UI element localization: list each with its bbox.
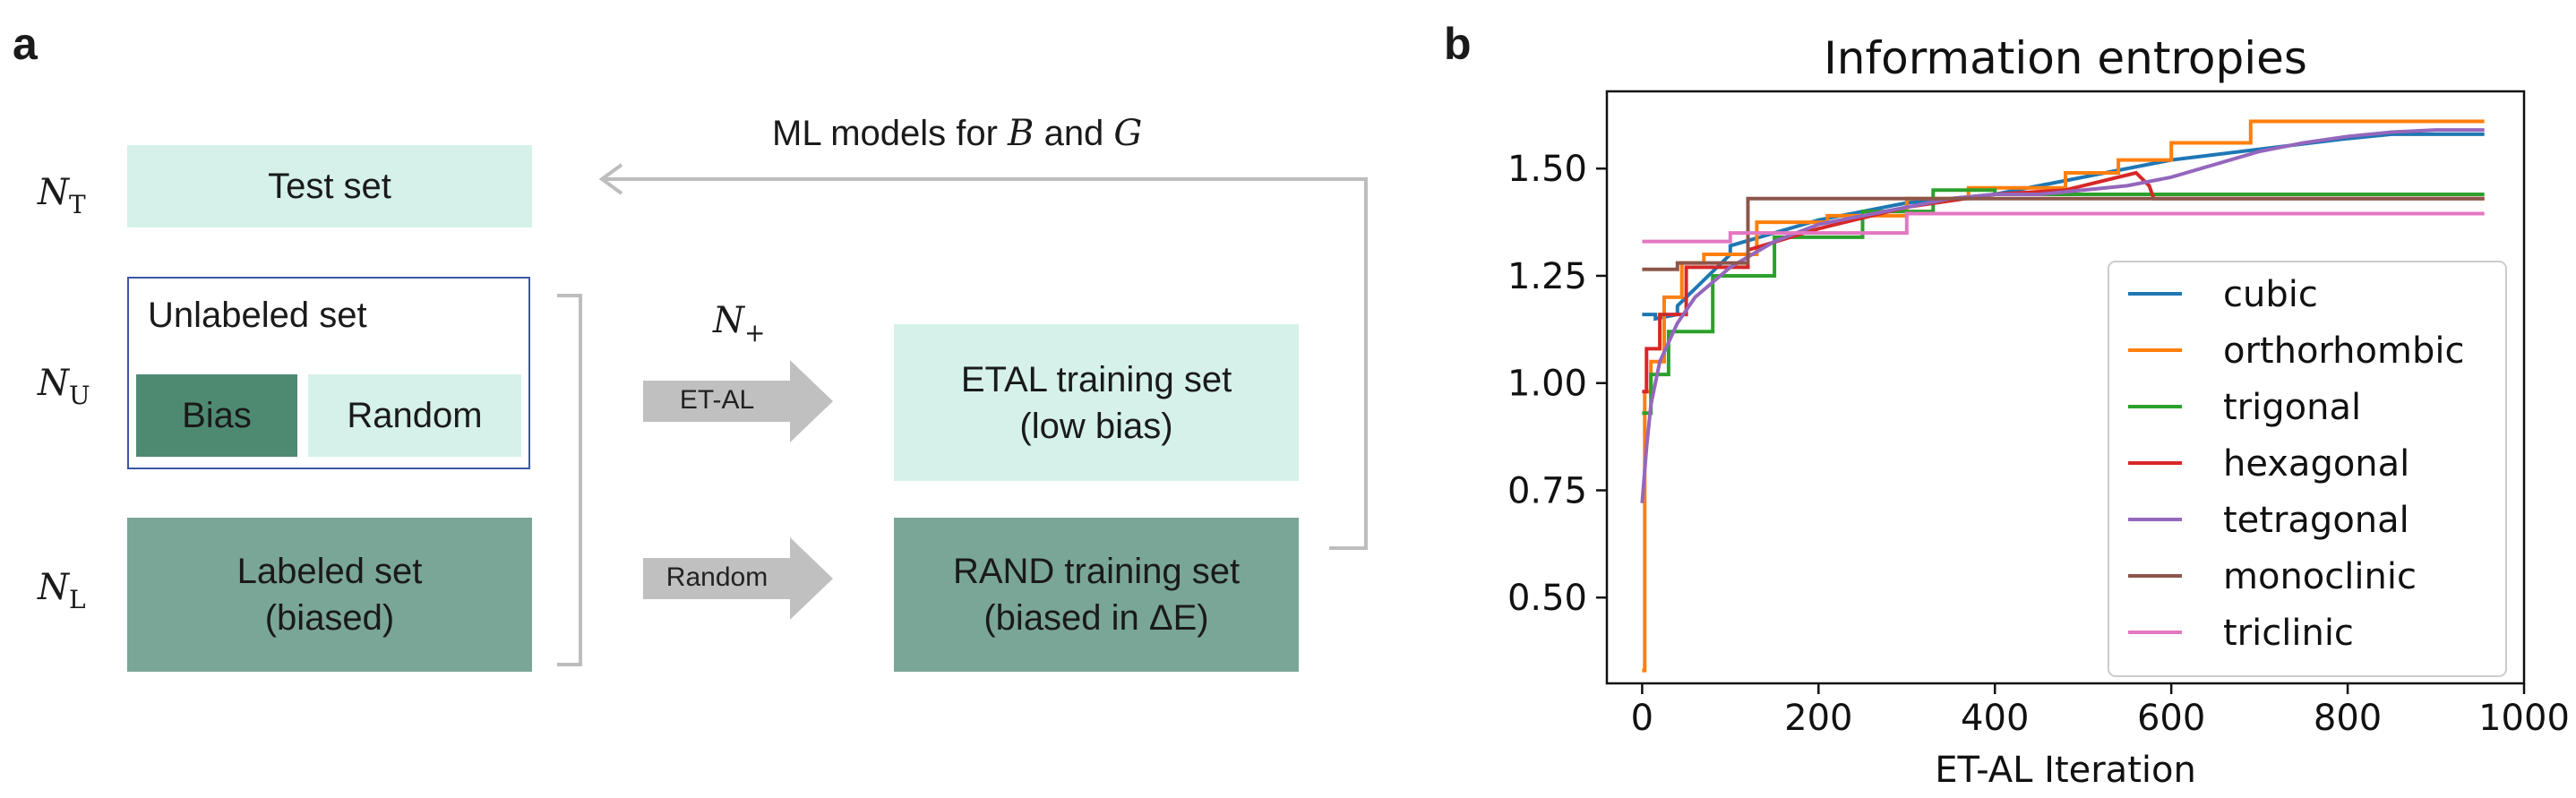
etal-training-set-box: ETAL training set (low bias) bbox=[894, 324, 1299, 481]
n-plus-label: N+ bbox=[713, 300, 765, 348]
n-t-subscript: T bbox=[69, 190, 86, 219]
y-tick-label: 1.25 bbox=[1507, 256, 1587, 297]
y-tick-label: 0.50 bbox=[1507, 578, 1587, 619]
x-tick-label: 400 bbox=[1961, 698, 2029, 739]
labeled-set-line2: (biased) bbox=[264, 598, 395, 638]
random-label: Random bbox=[347, 396, 483, 435]
n-plus-symbol: N bbox=[713, 300, 744, 341]
series-line-orthorhombic bbox=[1642, 119, 2485, 673]
x-tick-label: 1000 bbox=[2478, 698, 2570, 739]
legend-label-trigonal: trigonal bbox=[2223, 387, 2361, 428]
legend-label-monoclinic: monoclinic bbox=[2223, 556, 2417, 597]
n-l-subscript: L bbox=[69, 585, 86, 614]
y-tick-label: 1.00 bbox=[1507, 364, 1587, 405]
legend-box bbox=[2108, 261, 2507, 677]
rand-training-line2: (biased in ΔE) bbox=[983, 598, 1209, 638]
n-t-symbol: N bbox=[38, 172, 69, 213]
x-tick-label: 200 bbox=[1784, 698, 1852, 739]
unlabeled-set-label: Unlabeled set bbox=[148, 296, 367, 335]
labeled-set-line1: Labeled set bbox=[236, 552, 423, 591]
random-box: Random bbox=[308, 374, 521, 457]
n-u-label: NU bbox=[38, 363, 90, 410]
etal-training-line2: (low bias) bbox=[1019, 406, 1173, 446]
ml-models-label: ML models for B and G bbox=[772, 113, 1142, 154]
ml-models-prefix: ML models for bbox=[772, 114, 1009, 153]
rand-training-set-box: RAND training set (biased in ΔE) bbox=[894, 518, 1299, 672]
ml-models-g: G bbox=[1113, 113, 1143, 154]
feedback-line bbox=[605, 177, 1368, 550]
bias-box: Bias bbox=[136, 374, 297, 457]
panel-a-letter: a bbox=[13, 19, 38, 69]
legend-label-cubic: cubic bbox=[2223, 274, 2318, 315]
test-set-box: Test set bbox=[127, 145, 532, 227]
labeled-set-box: Labeled set (biased) bbox=[127, 518, 532, 672]
n-l-label: NL bbox=[38, 567, 86, 614]
n-u-subscript: U bbox=[69, 381, 90, 410]
etal-arrow-label: ET-AL bbox=[679, 385, 755, 415]
test-set-label: Test set bbox=[268, 167, 391, 206]
y-tick-label: 0.75 bbox=[1507, 470, 1587, 511]
rand-training-line1: RAND training set bbox=[952, 552, 1241, 591]
legend-label-hexagonal: hexagonal bbox=[2223, 443, 2409, 485]
n-t-label: NT bbox=[38, 172, 86, 219]
legend-label-orthorhombic: orthorhombic bbox=[2223, 330, 2464, 372]
panel-a-connectors bbox=[557, 163, 1368, 666]
bracket-line bbox=[557, 294, 582, 666]
etal-arrow-shape bbox=[643, 360, 833, 442]
x-tick-label: 0 bbox=[1631, 698, 1653, 739]
series-line-trigonal bbox=[1642, 188, 2485, 416]
n-plus-subscript: + bbox=[744, 318, 766, 348]
bias-label: Bias bbox=[182, 396, 252, 435]
unlabeled-set-frame bbox=[127, 277, 530, 469]
legend-label-triclinic: triclinic bbox=[2223, 613, 2354, 654]
panel-b-letter: b bbox=[1444, 19, 1472, 69]
random-arrow-shape bbox=[643, 537, 833, 620]
series-line-tetragonal bbox=[1640, 128, 2485, 503]
n-u-symbol: N bbox=[38, 363, 69, 404]
feedback-arrowhead bbox=[598, 163, 623, 195]
ml-models-b: B bbox=[1008, 113, 1035, 154]
chart-title: Information entropies bbox=[1824, 32, 2307, 84]
n-l-symbol: N bbox=[38, 567, 69, 608]
x-tick-label: 800 bbox=[2314, 698, 2382, 739]
series-line-monoclinic bbox=[1642, 196, 2485, 271]
x-tick-label: 600 bbox=[2137, 698, 2205, 739]
series-line-triclinic bbox=[1642, 211, 2485, 244]
entropy-chart: Information entropies 0 200 400 600 800 1000 0.… bbox=[1507, 32, 2570, 791]
ml-models-and: and bbox=[1034, 114, 1114, 153]
y-tick-label: 1.50 bbox=[1507, 149, 1587, 190]
plot-frame bbox=[1605, 90, 2526, 685]
random-arrow-label: Random bbox=[665, 562, 769, 592]
x-axis-label: ET-AL Iteration bbox=[1935, 750, 2196, 791]
legend-label-tetragonal: tetragonal bbox=[2223, 500, 2409, 541]
etal-training-line1: ETAL training set bbox=[960, 359, 1232, 399]
